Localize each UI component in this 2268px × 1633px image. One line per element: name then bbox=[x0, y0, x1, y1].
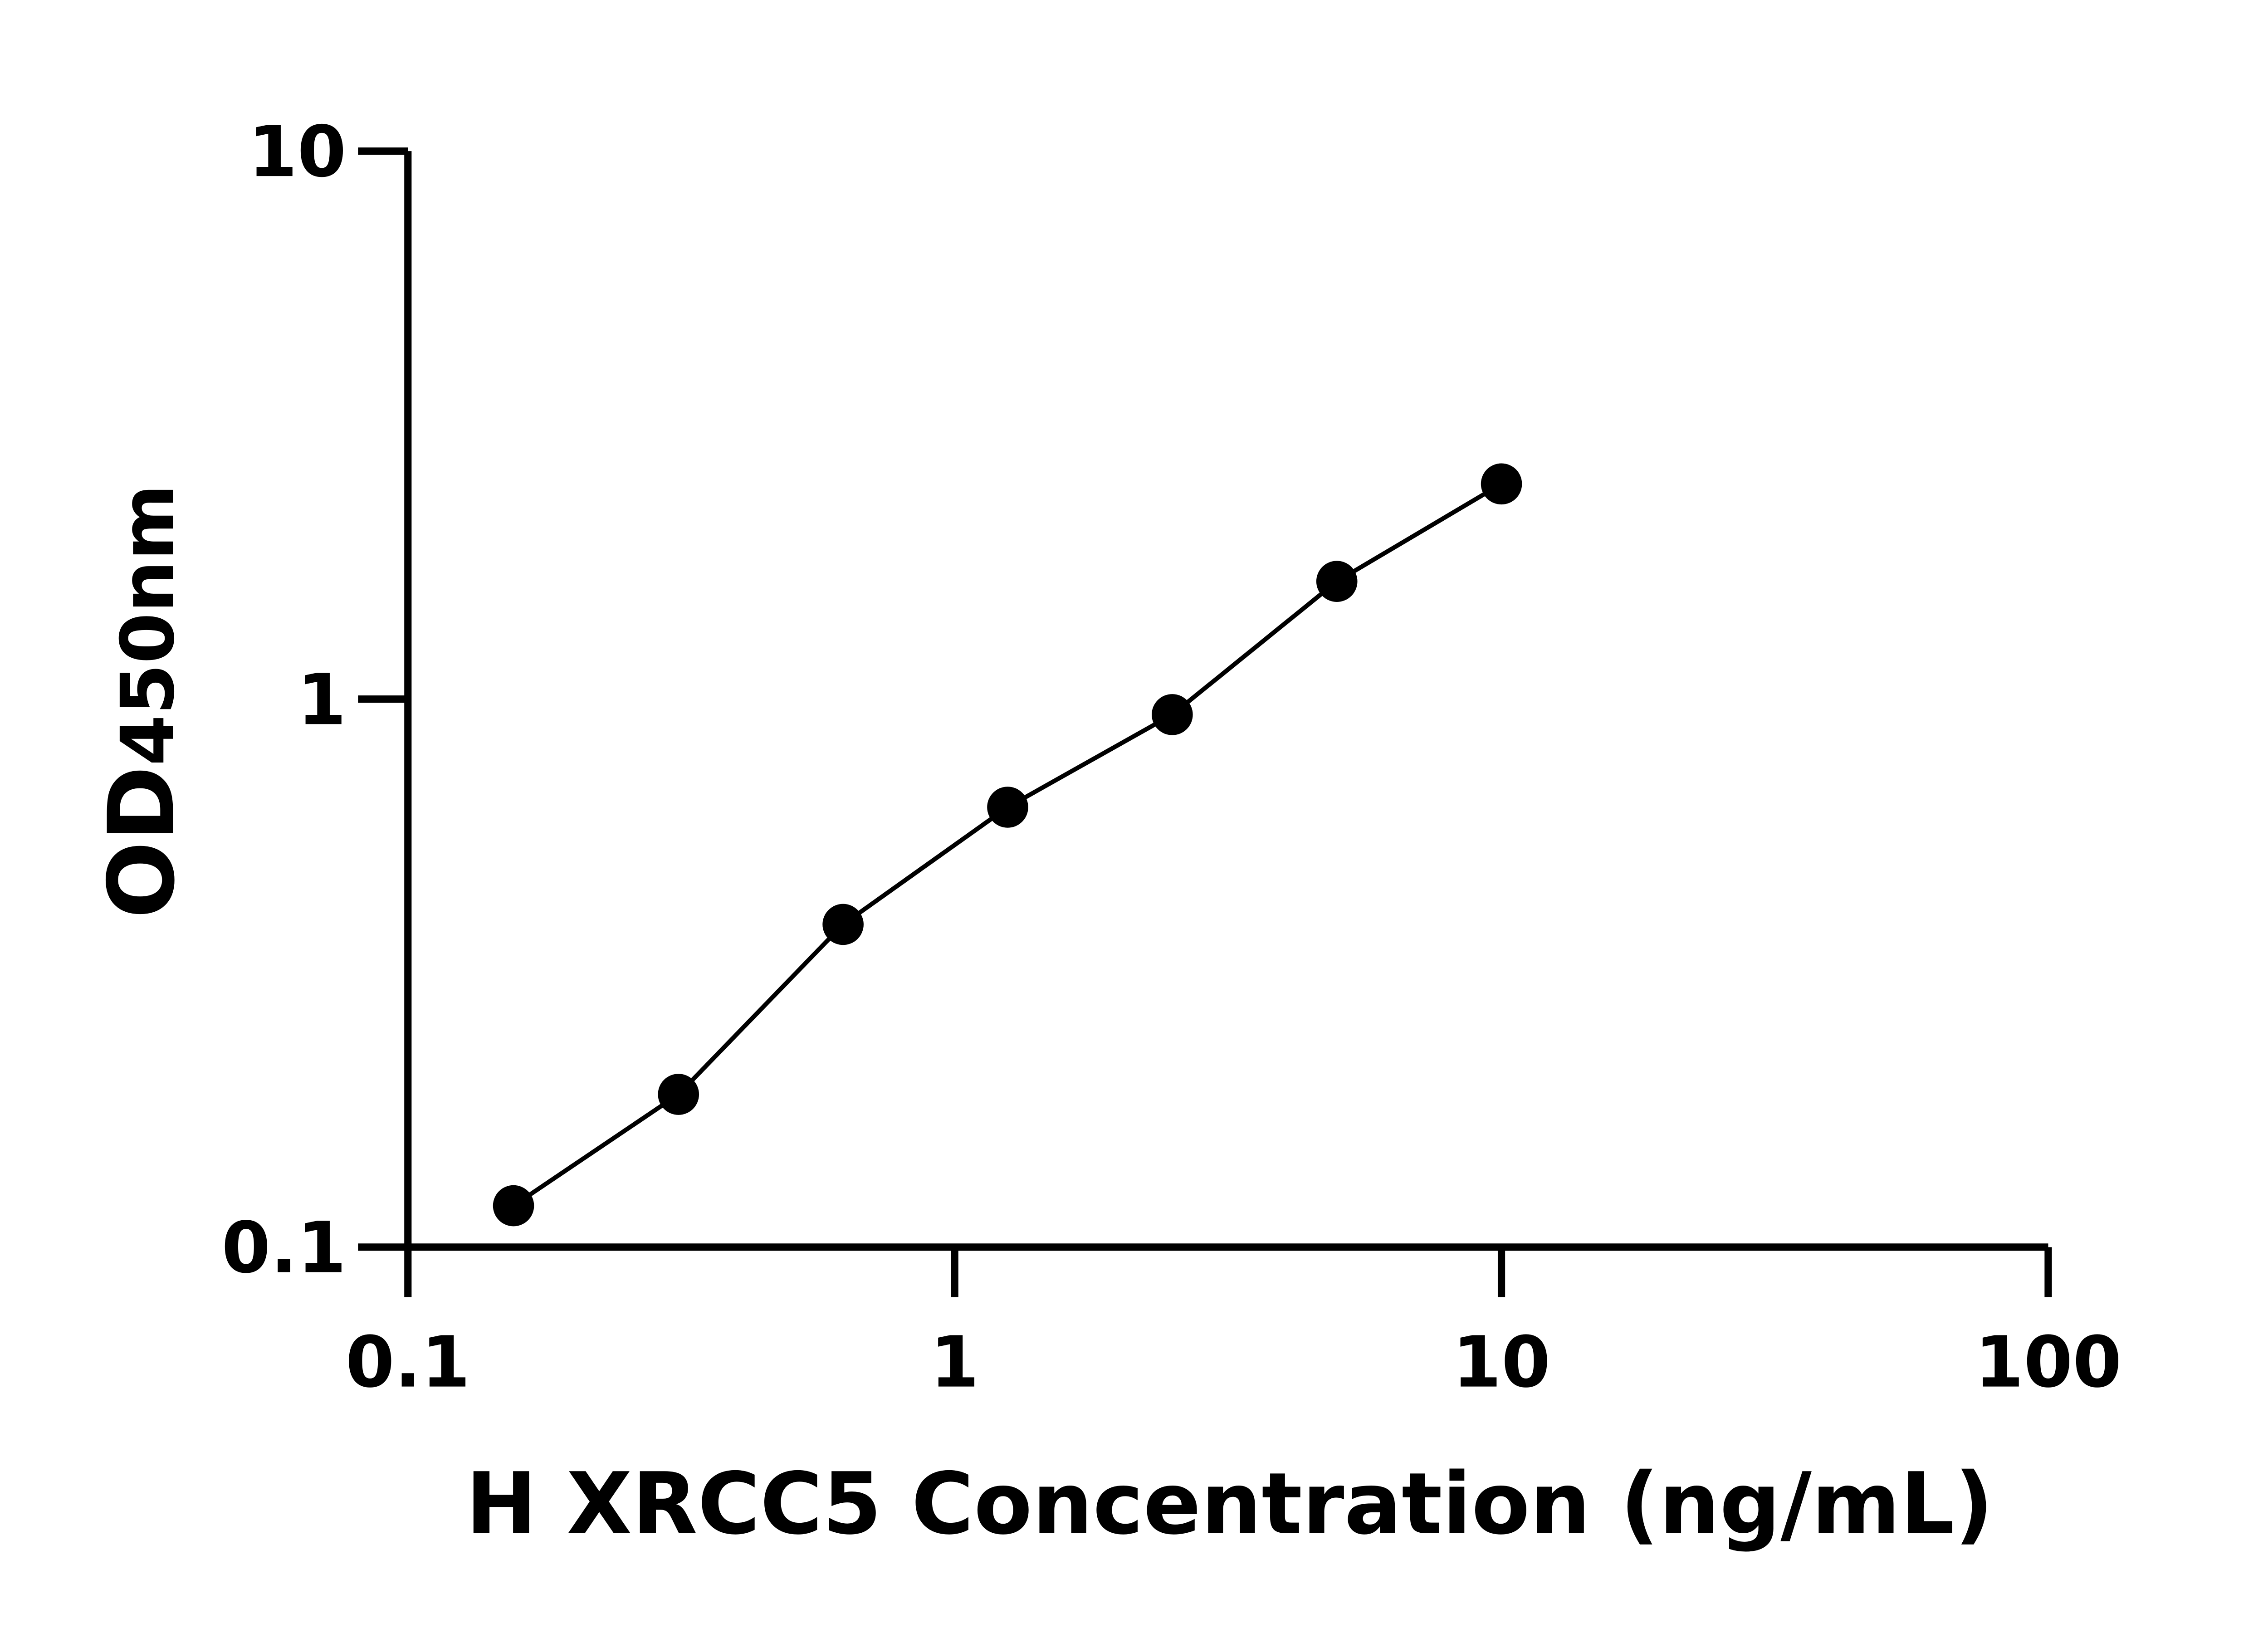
data-point bbox=[493, 1185, 534, 1227]
data-point bbox=[1316, 561, 1358, 602]
y-tick-label: 10 bbox=[248, 111, 346, 193]
data-point bbox=[822, 904, 864, 945]
x-tick-label: 10 bbox=[1452, 1321, 1550, 1403]
x-tick-label: 1 bbox=[930, 1321, 979, 1403]
data-point bbox=[658, 1074, 699, 1115]
x-tick-label: 0.1 bbox=[346, 1321, 470, 1403]
axes bbox=[358, 147, 2052, 1297]
y-axis-label: OD450nm bbox=[89, 484, 195, 919]
data-point bbox=[1152, 694, 1193, 735]
data-point bbox=[1481, 463, 1522, 505]
x-tick-label: 100 bbox=[1975, 1321, 2121, 1403]
y-axis-label-main: OD bbox=[89, 766, 195, 919]
y-tick-label: 1 bbox=[297, 659, 346, 741]
y-axis-label-sub: 450nm bbox=[106, 484, 191, 766]
x-axis-label: H XRCC5 Concentration (ng/mL) bbox=[466, 1455, 1994, 1554]
y-tick-label: 0.1 bbox=[221, 1207, 346, 1289]
tick-labels: 0.1 1 10 100 0.1 1 10 bbox=[221, 111, 2121, 1403]
data-marks bbox=[493, 463, 1522, 1227]
data-point bbox=[987, 787, 1028, 828]
